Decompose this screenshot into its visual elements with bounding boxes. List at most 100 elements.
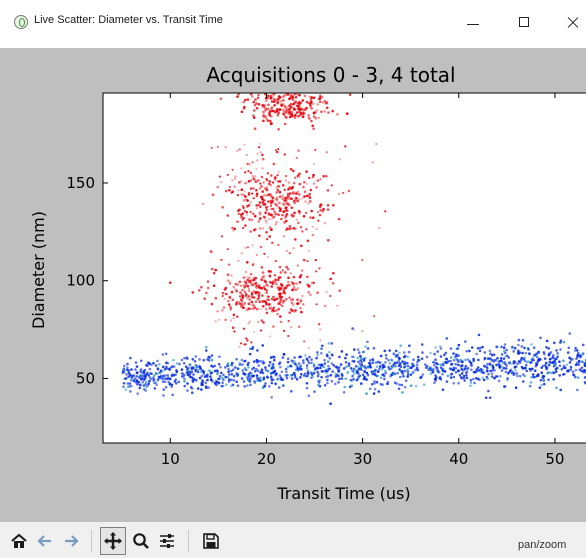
scatter-point [267, 295, 270, 298]
scatter-point [270, 371, 273, 375]
scatter-point [213, 369, 217, 373]
scatter-point [522, 380, 525, 383]
scatter-point [297, 325, 301, 329]
minimize-button[interactable] [454, 8, 494, 36]
scatter-point [299, 113, 303, 116]
scatter-point [236, 315, 239, 318]
home-button[interactable] [6, 527, 32, 555]
scatter-point [144, 374, 147, 378]
scatter-point [465, 376, 469, 380]
scatter-point [126, 385, 130, 389]
x-tick-label: 40 [449, 450, 468, 468]
scatter-point [267, 182, 271, 186]
configure-subplots-button[interactable] [154, 527, 180, 555]
scatter-point [302, 185, 305, 189]
scatter-point [246, 162, 249, 165]
scatter-point [251, 175, 254, 178]
scatter-point [226, 248, 229, 251]
scatter-point [538, 386, 542, 390]
scatter-point [325, 101, 329, 104]
scatter-point [309, 293, 312, 296]
scatter-point [551, 355, 555, 359]
scatter-point [246, 98, 250, 101]
scatter-point [205, 349, 208, 352]
scatter-point [256, 349, 259, 352]
scatter-point [136, 381, 139, 384]
scatter-point [253, 127, 257, 130]
scatter-point [300, 269, 304, 272]
scatter-point [249, 303, 252, 306]
scatter-point [454, 362, 458, 366]
save-button[interactable] [198, 527, 224, 555]
scatter-point [222, 306, 226, 309]
scatter-point [271, 181, 275, 184]
scatter-point [330, 184, 333, 187]
scatter-point [371, 370, 375, 374]
scatter-point [579, 355, 582, 359]
scatter-point [240, 213, 243, 216]
scatter-point [352, 367, 356, 371]
scatter-point [270, 213, 273, 216]
y-tick-label: 150 [66, 174, 95, 192]
scatter-point [507, 356, 511, 359]
scatter-point [279, 315, 282, 318]
scatter-point [235, 380, 238, 384]
scatter-point [487, 372, 490, 376]
scatter-point [245, 210, 248, 214]
scatter-point [298, 104, 301, 108]
scatter-point [289, 197, 292, 200]
scatter-point [300, 107, 303, 110]
scatter-point [421, 343, 424, 346]
scatter-point [190, 367, 194, 370]
zoom-button[interactable] [128, 527, 154, 555]
scatter-point [574, 346, 577, 350]
scatter-point [266, 370, 270, 373]
scatter-point [293, 93, 296, 96]
scatter-point [401, 360, 404, 363]
scatter-point [321, 344, 324, 348]
scatter-point [273, 355, 276, 359]
scatter-point [256, 152, 259, 155]
scatter-point [242, 100, 245, 104]
scatter-point [494, 358, 498, 362]
scatter-point [568, 361, 572, 364]
scatter-point [225, 292, 228, 296]
scatter-point [281, 356, 285, 359]
scatter-point [221, 291, 225, 295]
scatter-point [144, 389, 147, 392]
scatter-point [577, 351, 580, 355]
scatter-point [454, 366, 458, 370]
scatter-point [515, 372, 519, 375]
scatter-point [159, 375, 162, 379]
scatter-point [347, 364, 351, 368]
scatter-point [224, 189, 228, 193]
pan-button[interactable] [100, 527, 126, 555]
scatter-point [239, 284, 243, 287]
scatter-point [257, 296, 260, 300]
back-button[interactable] [32, 527, 58, 555]
scatter-point [378, 364, 382, 368]
scatter-point [144, 377, 147, 380]
scatter-point [433, 381, 436, 385]
scatter-point [125, 373, 128, 376]
scatter-point [355, 378, 359, 382]
scatter-point [283, 122, 287, 126]
forward-button[interactable] [58, 527, 84, 555]
scatter-point [233, 330, 236, 333]
scatter-point [261, 157, 265, 161]
close-button[interactable] [556, 8, 586, 36]
scatter-point [357, 360, 360, 364]
scatter-point [269, 270, 273, 273]
scatter-point [238, 295, 242, 298]
scatter-point [314, 148, 317, 151]
scatter-point [231, 179, 234, 182]
scatter-point [260, 369, 264, 372]
scatter-point [243, 327, 246, 330]
scatter-point [304, 211, 308, 215]
scatter-point [161, 380, 165, 383]
scatter-point [443, 353, 446, 357]
scatter-point [245, 296, 249, 300]
maximize-button[interactable] [505, 8, 545, 36]
scatter-point [516, 374, 519, 378]
